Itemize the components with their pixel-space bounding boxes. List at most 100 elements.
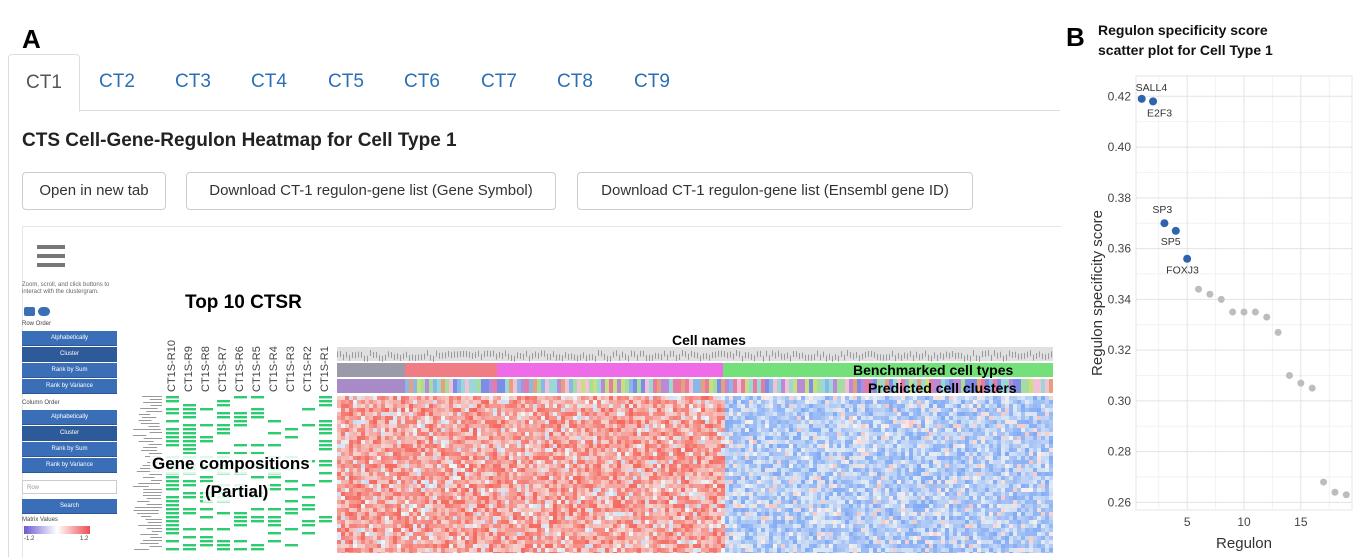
heatmap-cell [805, 460, 809, 464]
row-order-rank-variance-button[interactable]: Rank by Variance [22, 379, 117, 394]
heatmap-cell [437, 468, 441, 472]
heatmap-cell [541, 420, 545, 424]
heatmap-cell [557, 472, 561, 476]
heatmap-cell [365, 472, 369, 476]
download-ensembl-button[interactable]: Download CT-1 regulon-gene list (Ensembl… [577, 172, 973, 210]
open-new-tab-button[interactable]: Open in new tab [22, 172, 166, 210]
heatmap-cell [377, 424, 381, 428]
heatmap-cell [801, 452, 805, 456]
heatmap-cell [749, 440, 753, 444]
heatmap-cell [461, 476, 465, 480]
heatmap-cell [917, 452, 921, 456]
heatmap-cell [337, 416, 341, 420]
tab-ct8[interactable]: CT8 [540, 54, 610, 109]
tab-ct2[interactable]: CT2 [82, 54, 152, 109]
heatmap-cell [353, 476, 357, 480]
heatmap-cell [353, 472, 357, 476]
heatmap-cell [721, 480, 725, 484]
search-button[interactable]: Search [22, 499, 117, 514]
heatmap-cell [833, 424, 837, 428]
heatmap-cell [365, 460, 369, 464]
heatmap-cell [445, 436, 449, 440]
column-order-rank-sum-button[interactable]: Rank by Sum [22, 442, 117, 457]
heatmap-cell [697, 460, 701, 464]
heatmap-cell [385, 444, 389, 448]
heatmap-cell [1049, 448, 1053, 452]
heatmap-cell [945, 444, 949, 448]
row-order-alphabetically-button[interactable]: Alphabetically [22, 331, 117, 346]
heatmap-cell [705, 468, 709, 472]
row-order-cluster-button[interactable]: Cluster [22, 347, 117, 362]
tab-ct9[interactable]: CT9 [617, 54, 687, 109]
heatmap-cell [713, 464, 717, 468]
tab-ct6[interactable]: CT6 [387, 54, 457, 109]
cell-name-tick [823, 352, 824, 358]
heatmap-cell [957, 408, 961, 412]
heatmap-cell [569, 436, 573, 440]
heatmap-cell [761, 484, 765, 488]
heatmap-cell [905, 416, 909, 420]
heatmap-cell [477, 448, 481, 452]
heatmap-cell [913, 472, 917, 476]
column-order-cluster-button[interactable]: Cluster [22, 426, 117, 441]
heatmap-cell [589, 488, 593, 492]
heatmap-cell [909, 428, 913, 432]
heatmap-cell [705, 472, 709, 476]
heatmap-cell [389, 400, 393, 404]
heatmap-cell [669, 436, 673, 440]
heatmap-cell [425, 416, 429, 420]
heatmap-cell [365, 456, 369, 460]
download-cloud-icon[interactable] [38, 307, 50, 316]
heatmap-cell [905, 480, 909, 484]
heatmap-cell [945, 396, 949, 400]
heatmap-cell [749, 412, 753, 416]
heatmap-cell [1037, 400, 1041, 404]
heatmap-cell [769, 484, 773, 488]
tab-ct4[interactable]: CT4 [234, 54, 304, 109]
heatmap-cell [685, 396, 689, 400]
heatmap-cell [561, 452, 565, 456]
row-label [139, 441, 154, 442]
heatmap-cell [409, 428, 413, 432]
tab-ct1[interactable]: CT1 [8, 54, 80, 112]
heatmap-cell [397, 488, 401, 492]
heatmap-cell [1033, 484, 1037, 488]
row-order-rank-sum-button[interactable]: Rank by Sum [22, 363, 117, 378]
heatmap-cell [441, 488, 445, 492]
gene-membership-mark [183, 480, 196, 482]
heatmap-cell [441, 396, 445, 400]
camera-icon[interactable] [24, 307, 35, 316]
heatmap-cell [825, 472, 829, 476]
heatmap-cell [797, 444, 801, 448]
heatmap-cell [901, 420, 905, 424]
heatmap-cell [961, 488, 965, 492]
tab-ct3[interactable]: CT3 [158, 54, 228, 109]
heatmap-cell [849, 448, 853, 452]
heatmap-cell [757, 428, 761, 432]
gene-membership-mark [251, 408, 264, 410]
heatmap-cell [705, 460, 709, 464]
column-order-rank-variance-button[interactable]: Rank by Variance [22, 458, 117, 473]
gene-membership-mark [166, 548, 179, 550]
cell-name-tick [751, 354, 752, 360]
tab-ct5[interactable]: CT5 [311, 54, 381, 109]
download-gene-symbol-button[interactable]: Download CT-1 regulon-gene list (Gene Sy… [186, 172, 556, 210]
heatmap-cell [681, 432, 685, 436]
heatmap-cell [721, 468, 725, 472]
cell-name-tick [391, 352, 392, 358]
heatmap-cell [745, 428, 749, 432]
tab-ct7[interactable]: CT7 [464, 54, 534, 109]
heatmap-cell [893, 444, 897, 448]
heatmap-cell [845, 468, 849, 472]
row-search-input[interactable]: Row [22, 480, 117, 494]
heatmap-cell [769, 448, 773, 452]
heatmap-cell [345, 400, 349, 404]
heatmap-cell [345, 408, 349, 412]
heatmap-cell [337, 436, 341, 440]
column-order-alphabetically-button[interactable]: Alphabetically [22, 410, 117, 425]
heatmap-cell [549, 428, 553, 432]
heatmap-cell [613, 468, 617, 472]
predicted-segment [621, 379, 625, 393]
heatmap-cell [413, 420, 417, 424]
heatmap-cell [625, 432, 629, 436]
